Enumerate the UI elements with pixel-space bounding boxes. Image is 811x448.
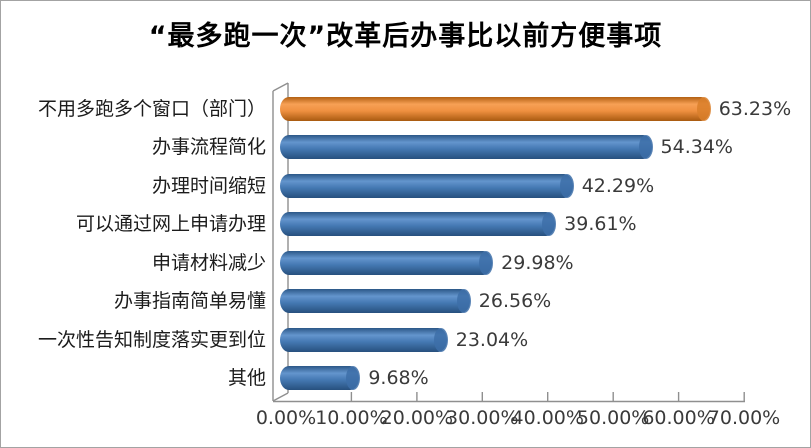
x-axis-label: 0.00% [255,407,317,429]
chart-title: “最多跑一次”改革后办事比以前方便事项 [148,21,663,52]
bar [280,327,448,352]
bar-highlight [280,96,711,121]
category-label: 办事指南简单易懂 [113,290,266,313]
bar-end-cap [696,96,711,121]
bar-end-cap [346,366,361,391]
wall-outline [272,82,289,402]
value-label: 54.34% [660,136,733,159]
x-axis-label: 70.00% [707,407,781,429]
value-label: 9.68% [368,367,429,390]
value-label: 63.23% [718,97,792,120]
bar-end-cap [542,212,557,237]
bar [280,289,471,314]
category-label: 申请材料减少 [151,251,266,274]
x-axis-label: 30.00% [446,407,519,429]
bar [280,250,494,275]
bar-end-cap [559,173,574,198]
value-label: 39.61% [564,213,637,236]
x-axis-label: 50.00% [576,407,650,429]
x-axis-label: 40.00% [511,407,584,429]
value-label: 42.29% [581,174,655,197]
category-label: 一次性告知制度落实更到位 [37,328,266,351]
bar [280,173,574,198]
bar-end-cap [456,289,471,314]
bar-end-cap [638,135,653,160]
bar-end-cap [433,327,448,352]
value-label: 23.04% [455,328,529,351]
tick-marks [350,392,745,401]
bar-end-cap [479,250,494,275]
x-axis-label: 20.00% [380,407,454,429]
value-label: 29.98% [501,251,574,274]
category-label: 其他 [227,367,266,390]
category-label: 办理时间缩短 [151,174,266,197]
bar [280,135,653,160]
category-label: 办事流程简化 [151,136,266,159]
bar [280,212,557,237]
category-label: 可以通过网上申请办理 [75,213,266,236]
bar [280,366,361,391]
category-label: 不用多跑多个窗口（部门） [37,97,266,120]
x-axis-label: 60.00% [642,407,715,429]
value-label: 26.56% [478,290,552,313]
x-axis-label: 10.00% [315,407,388,429]
